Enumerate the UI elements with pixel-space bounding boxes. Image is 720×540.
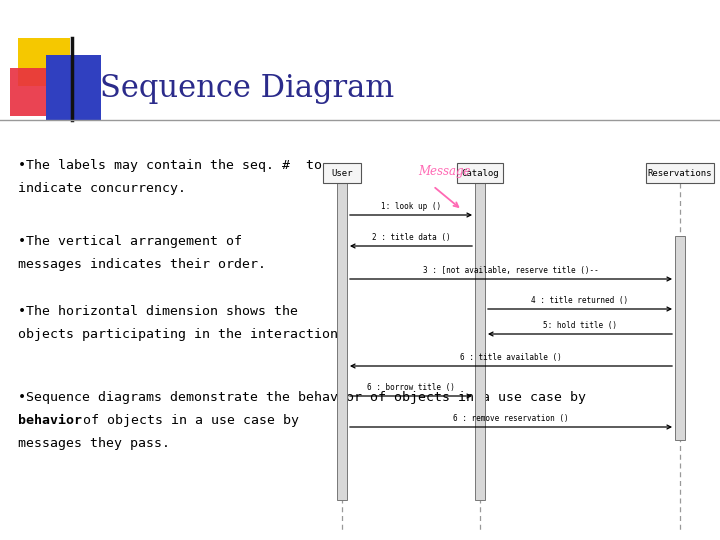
- Bar: [675, 236, 685, 440]
- Text: Sequence Diagram: Sequence Diagram: [100, 72, 395, 104]
- Text: 5: hold title (): 5: hold title (): [543, 321, 617, 330]
- Text: 2 : title data (): 2 : title data (): [372, 233, 450, 242]
- Text: Catalog: Catalog: [462, 168, 499, 178]
- Text: of objects in a use case by: of objects in a use case by: [75, 414, 299, 427]
- Text: Message: Message: [418, 165, 470, 178]
- Text: messages indicates their order.: messages indicates their order.: [18, 258, 266, 271]
- Text: 4 : title returned (): 4 : title returned (): [531, 296, 629, 305]
- Text: objects participating in the interaction.: objects participating in the interaction…: [18, 328, 346, 341]
- Text: Reservations: Reservations: [648, 168, 712, 178]
- Bar: [475, 183, 485, 500]
- Bar: [323, 163, 361, 183]
- Text: •Sequence diagrams demonstrate the behavior of objects in a use case by: •Sequence diagrams demonstrate the behav…: [18, 392, 586, 404]
- Text: 1: look up (): 1: look up (): [381, 202, 441, 211]
- Text: •The horizontal dimension shows the: •The horizontal dimension shows the: [18, 305, 298, 318]
- Text: 6 : title available (): 6 : title available (): [460, 353, 562, 362]
- Bar: [457, 163, 503, 183]
- Bar: [10, 68, 62, 116]
- Bar: [337, 183, 347, 500]
- Text: messages they pass.: messages they pass.: [18, 437, 170, 450]
- Text: 3 : [not available, reserve title ()--: 3 : [not available, reserve title ()--: [423, 266, 599, 275]
- Text: User: User: [331, 168, 353, 178]
- Bar: [46, 55, 101, 120]
- Bar: [18, 38, 70, 86]
- Text: •The vertical arrangement of: •The vertical arrangement of: [18, 235, 242, 248]
- Text: 6 : remove reservation (): 6 : remove reservation (): [453, 414, 569, 423]
- Text: 6 : borrow title (): 6 : borrow title (): [367, 383, 455, 392]
- Bar: [646, 163, 714, 183]
- Text: indicate concurrency.: indicate concurrency.: [18, 182, 186, 195]
- Text: •The labels may contain the seq. #  to: •The labels may contain the seq. # to: [18, 159, 322, 172]
- Text: behavior: behavior: [18, 414, 82, 427]
